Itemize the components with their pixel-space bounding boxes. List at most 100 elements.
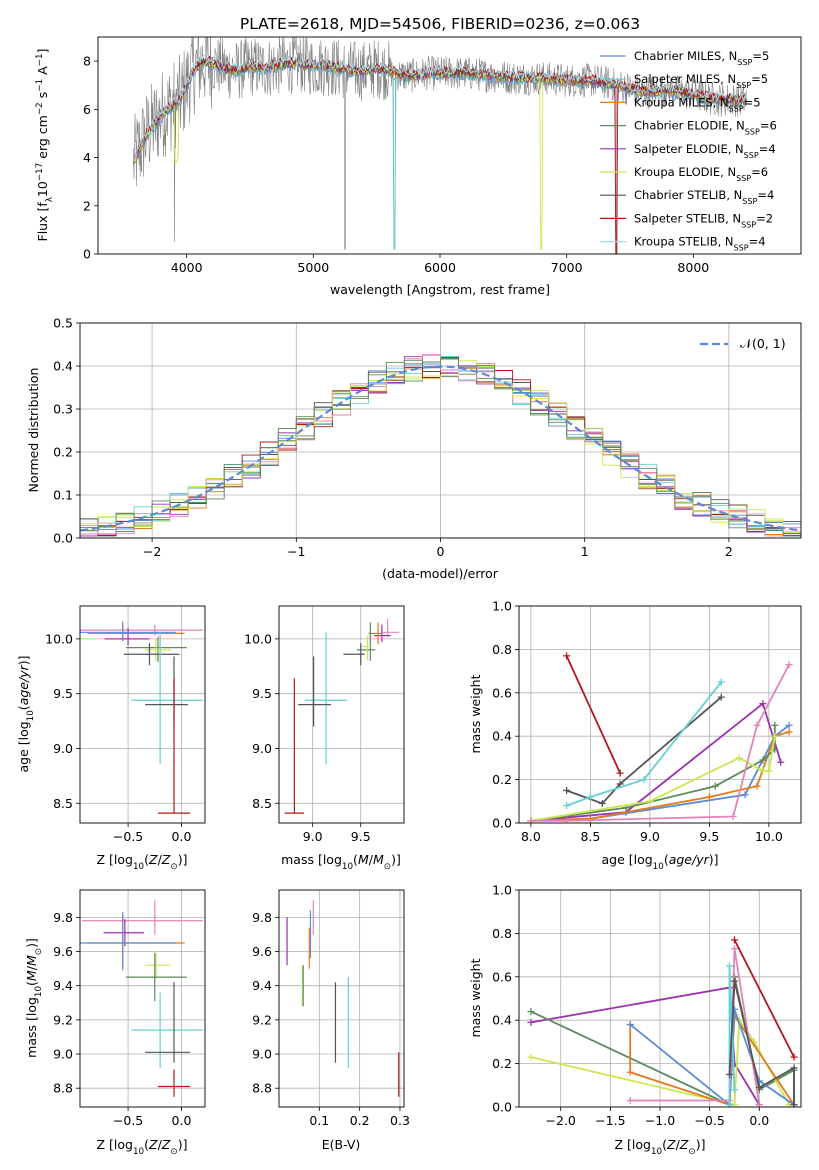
series-marker	[765, 767, 773, 775]
series-marker	[711, 782, 719, 790]
x-axis-label: Z [log10(Z/Z⊙)]	[97, 852, 188, 872]
series-marker	[771, 721, 779, 729]
series-marker	[785, 728, 793, 736]
y-tick-label: 0.0	[53, 531, 73, 546]
x-tick-label: 9.5	[699, 829, 719, 844]
axes-frame	[79, 605, 206, 824]
y-tick-label: 0.8	[492, 926, 512, 941]
y-tick-label: 0.8	[492, 642, 512, 657]
plot-area	[527, 652, 793, 823]
errorbar	[361, 635, 373, 660]
x-tick-label: 4000	[171, 260, 203, 275]
series	[563, 652, 624, 777]
panel-mass-vs-z: −0.5 0.0 8.8 9.0 9.2 9.4 9.6 9.8 Z [log10(Z/Z⊙)]…	[24, 889, 206, 1157]
plot-area	[133, 37, 747, 254]
series-line	[566, 681, 723, 807]
legend-label: Salpeter MILES, NSSP=5	[634, 72, 768, 90]
series-marker	[616, 769, 624, 777]
y-axis-label: age [log10(age/yr)]	[16, 655, 36, 772]
x-tick-label: 5000	[297, 260, 329, 275]
x-tick-label: −1	[287, 544, 305, 559]
axes-frame	[79, 322, 802, 539]
series-marker	[527, 817, 535, 823]
x-tick-label: 8.5	[580, 829, 600, 844]
series-marker	[755, 1101, 763, 1107]
series-marker	[759, 767, 767, 775]
y-tick-label: 9.8	[252, 910, 272, 925]
legend-label: Kroupa STELIB, NSSP=4	[634, 235, 766, 253]
y-tick-label: 9.5	[53, 686, 73, 701]
y-tick-label: 9.5	[252, 686, 272, 701]
y-axis-label: Flux [fλ10−17 erg cm−2 s−1 A−1]	[35, 49, 55, 242]
errorbar	[157, 678, 191, 814]
series-marker	[626, 1068, 634, 1076]
errorbar	[80, 912, 177, 969]
series	[527, 984, 763, 1107]
y-tick-label: 0.2	[492, 772, 512, 787]
y-axis-label: mass [log10(M/M⊙)]	[24, 938, 44, 1058]
series-marker	[563, 802, 571, 810]
series-line	[629, 1009, 795, 1107]
series-marker	[527, 1018, 535, 1026]
plot-area	[286, 900, 400, 1097]
x-tick-label: −0.5	[113, 829, 143, 844]
y-tick-label: 2	[83, 198, 91, 213]
series-line	[565, 655, 621, 774]
figure-title: PLATE=2618, MJD=54506, FIBERID=0236, z=0…	[240, 15, 640, 33]
plot-area	[527, 936, 798, 1107]
y-tick-label: 9.0	[53, 1047, 73, 1062]
x-tick-label: 0.0	[749, 1113, 769, 1128]
y-tick-label: 0	[83, 247, 91, 262]
x-tick-label: 0.0	[172, 1113, 192, 1128]
x-axis-label: E(B-V)	[322, 1137, 361, 1152]
errorbar	[382, 619, 400, 637]
y-tick-label: 9.0	[53, 741, 73, 756]
histogram-step	[80, 358, 801, 537]
legend-label: Kroupa ELODIE, NSSP=6	[634, 165, 768, 183]
series-marker	[527, 1008, 535, 1016]
x-tick-label: −1.0	[645, 1113, 675, 1128]
series-marker	[527, 1053, 535, 1061]
series-line	[566, 696, 722, 805]
legend-label: Salpeter STELIB, NSSP=2	[634, 211, 773, 229]
histogram-step	[80, 366, 801, 533]
x-tick-label: 6000	[424, 260, 456, 275]
y-tick-label: 4	[83, 150, 91, 165]
series-marker	[753, 721, 761, 729]
errorbar	[157, 1069, 191, 1097]
legend-label: Salpeter ELODIE, NSSP=4	[634, 142, 776, 160]
series-marker	[759, 756, 767, 764]
series	[527, 732, 779, 823]
y-axis-label: Normed distribution	[26, 368, 41, 493]
x-axis-label: mass [log10(M/M⊙)]	[281, 852, 401, 872]
x-axis-label: Z [log10(Z/Z⊙)]	[615, 1137, 706, 1157]
series	[527, 661, 793, 823]
x-tick-label: 1	[581, 544, 589, 559]
y-tick-label: 0.2	[492, 1056, 512, 1071]
plot-area	[284, 619, 400, 814]
y-tick-label: 0.3	[53, 402, 73, 417]
series-marker	[730, 945, 738, 953]
series-marker	[717, 678, 725, 686]
series-marker	[790, 1053, 798, 1061]
series	[626, 1012, 798, 1107]
panel-mass-weight-vs-z: −2.0 −1.5 −1.0 −0.5 0.0 0.0 0.2 0.4 0.6 0.8 1.0 Z […	[468, 883, 802, 1157]
y-tick-label: 10.0	[45, 631, 73, 646]
x-tick-label: 8.0	[521, 829, 541, 844]
y-tick-label: 9.8	[53, 910, 73, 925]
series-marker	[735, 754, 743, 762]
series-marker	[616, 780, 624, 788]
x-tick-label: 7000	[551, 260, 583, 275]
errorbar	[87, 621, 185, 642]
series-marker	[759, 700, 767, 708]
x-tick-label: 10.0	[755, 829, 783, 844]
axes-frame	[97, 36, 802, 255]
y-tick-label: 9.0	[252, 1047, 272, 1062]
spectrum-legend: Chabrier MILES, NSSP=5 Salpeter MILES, NS…	[600, 49, 777, 252]
series-marker	[726, 962, 734, 970]
series-marker	[753, 782, 761, 790]
plot-area	[80, 621, 203, 814]
axes-frame	[518, 889, 802, 1108]
series-marker	[563, 817, 571, 823]
series-line	[530, 736, 776, 822]
